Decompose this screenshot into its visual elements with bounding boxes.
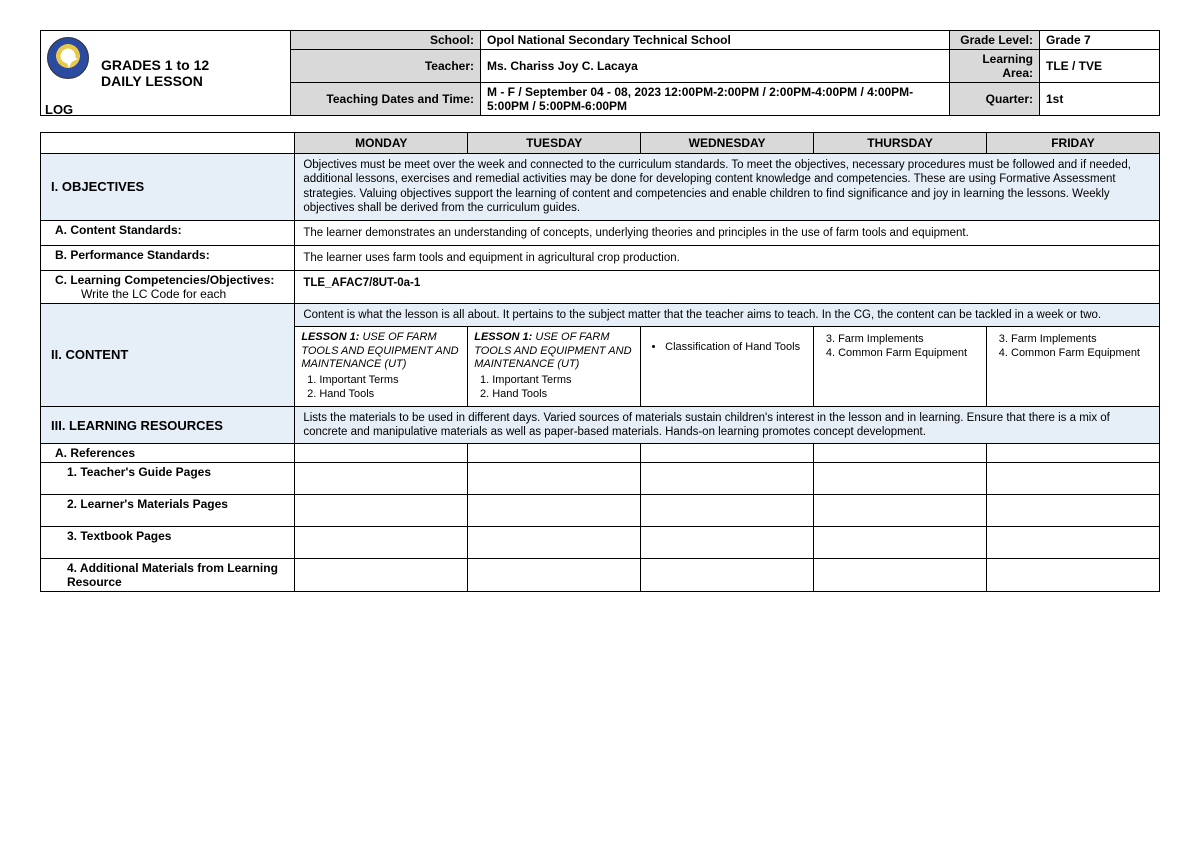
title-block: GRADES 1 to 12 DAILY LESSON LOG — [41, 31, 291, 116]
day-tue: TUESDAY — [468, 133, 641, 154]
title-line2: DAILY LESSON — [101, 73, 203, 89]
content-standards-text: The learner demonstrates an understandin… — [295, 220, 1160, 245]
content-tue: LESSON 1: USE OF FARM TOOLS AND EQUIPMEN… — [468, 326, 641, 406]
lc-sub-text: Write the LC Code for each — [55, 287, 226, 301]
learning-comp-label: C. Learning Competencies/Objectives: Wri… — [41, 270, 295, 303]
value-grade: Grade 7 — [1040, 31, 1160, 50]
tue-lesson-title: LESSON 1: — [474, 331, 532, 343]
value-dates: M - F / September 04 - 08, 2023 12:00PM-… — [481, 83, 950, 116]
fri-item-3: Farm Implements — [1011, 333, 1153, 347]
learners-materials-label: 2. Learner's Materials Pages — [41, 495, 295, 527]
resources-title: III. LEARNING RESOURCES — [41, 406, 295, 444]
additional-materials-label: 4. Additional Materials from Learning Re… — [41, 559, 295, 592]
day-fri: FRIDAY — [987, 133, 1160, 154]
fri-item-4: Common Farm Equipment — [1011, 347, 1153, 361]
content-wed: Classification of Hand Tools — [641, 326, 814, 406]
thu-item-4: Common Farm Equipment — [838, 347, 980, 361]
label-area: Learning Area: — [950, 50, 1040, 83]
header-table: GRADES 1 to 12 DAILY LESSON LOG School: … — [40, 30, 1160, 116]
resources-desc: Lists the materials to be used in differ… — [295, 406, 1160, 444]
title-line1: GRADES 1 to 12 — [101, 57, 209, 73]
tue-item-2: Hand Tools — [492, 388, 634, 402]
performance-standards-label: B. Performance Standards: — [41, 245, 295, 270]
content-standards-label: A. Content Standards: — [41, 220, 295, 245]
learning-comp-text: TLE_AFAC7/8UT-0a-1 — [295, 270, 1160, 303]
mon-lesson-title: LESSON 1: — [301, 331, 359, 343]
days-header-row: MONDAY TUESDAY WEDNESDAY THURSDAY FRIDAY — [41, 133, 1160, 154]
references-label: A. References — [41, 444, 295, 463]
label-dates: Teaching Dates and Time: — [291, 83, 481, 116]
label-school: School: — [291, 31, 481, 50]
thu-item-3: Farm Implements — [838, 333, 980, 347]
log-text: LOG — [45, 102, 73, 117]
value-school: Opol National Secondary Technical School — [481, 31, 950, 50]
mon-item-2: Hand Tools — [319, 388, 461, 402]
value-teacher: Ms. Chariss Joy C. Lacaya — [481, 50, 950, 83]
teachers-guide-label: 1. Teacher's Guide Pages — [41, 463, 295, 495]
content-thu: Farm Implements Common Farm Equipment — [814, 326, 987, 406]
objectives-title: I. OBJECTIVES — [41, 154, 295, 221]
value-quarter: 1st — [1040, 83, 1160, 116]
performance-standards-text: The learner uses farm tools and equipmen… — [295, 245, 1160, 270]
content-mon: LESSON 1: USE OF FARM TOOLS AND EQUIPMEN… — [295, 326, 468, 406]
wed-bullet: Classification of Hand Tools — [665, 341, 807, 355]
day-mon: MONDAY — [295, 133, 468, 154]
label-grade: Grade Level: — [950, 31, 1040, 50]
content-desc: Content is what the lesson is all about.… — [295, 303, 1160, 326]
lc-label-text: C. Learning Competencies/Objectives: — [55, 273, 274, 287]
content-title: II. CONTENT — [41, 303, 295, 406]
value-area: TLE / TVE — [1040, 50, 1160, 83]
textbook-pages-label: 3. Textbook Pages — [41, 527, 295, 559]
tue-item-1: Important Terms — [492, 374, 634, 388]
deped-logo — [47, 37, 89, 79]
day-wed: WEDNESDAY — [641, 133, 814, 154]
content-fri: Farm Implements Common Farm Equipment — [987, 326, 1160, 406]
main-table: MONDAY TUESDAY WEDNESDAY THURSDAY FRIDAY… — [40, 132, 1160, 592]
label-quarter: Quarter: — [950, 83, 1040, 116]
label-teacher: Teacher: — [291, 50, 481, 83]
mon-item-1: Important Terms — [319, 374, 461, 388]
objectives-desc: Objectives must be meet over the week an… — [295, 154, 1160, 221]
day-thu: THURSDAY — [814, 133, 987, 154]
